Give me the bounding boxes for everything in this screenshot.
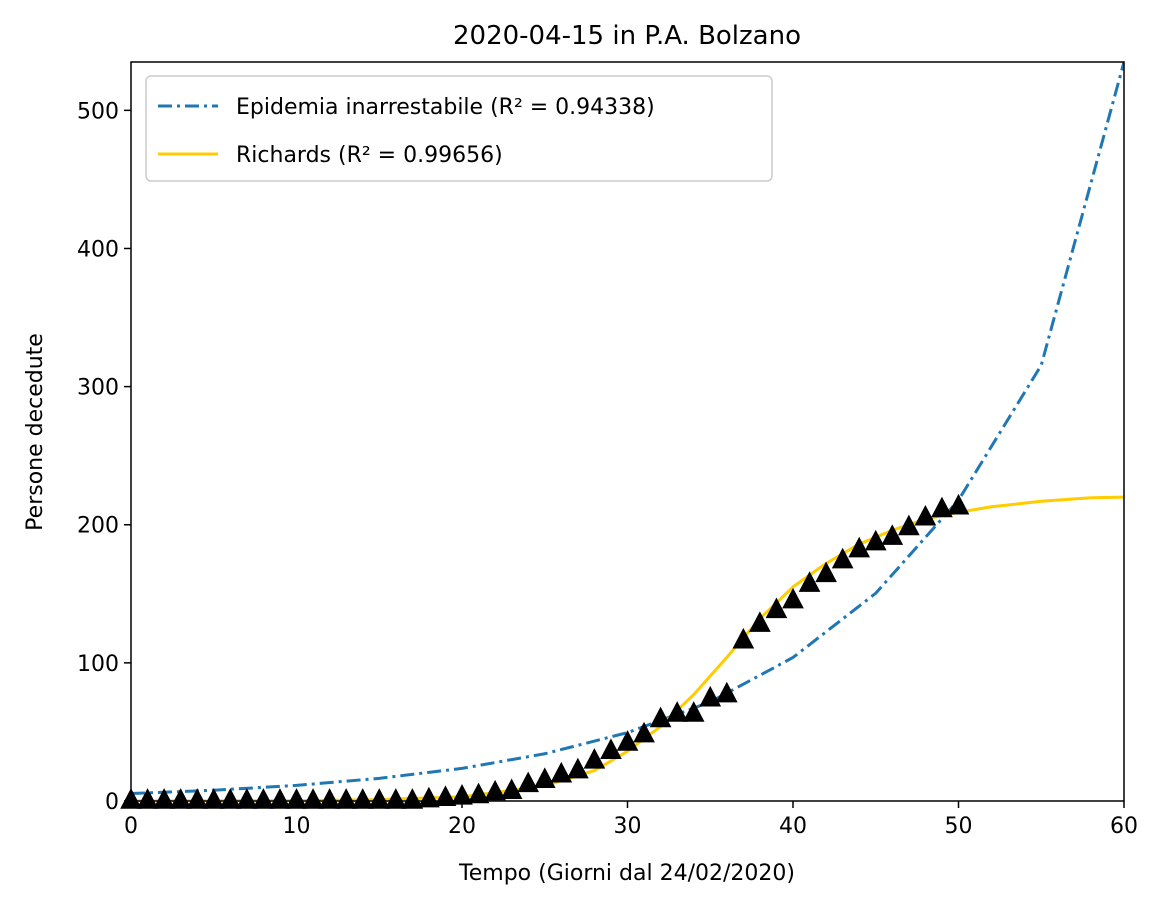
- data-point-triangle: [136, 788, 159, 809]
- data-point-triangle: [881, 524, 904, 545]
- data-point-triangle: [898, 514, 920, 536]
- x-tick-label: 30: [614, 814, 642, 839]
- richards-fit-line: [131, 495, 1124, 801]
- legend-entry-label: Richards (R² = 0.99656): [236, 143, 503, 168]
- data-point-triangle: [782, 587, 804, 609]
- y-tick-label: 500: [77, 99, 119, 124]
- data-point-triangle: [252, 788, 275, 809]
- data-point-triangle: [533, 767, 556, 789]
- data-point-triangle: [236, 788, 258, 809]
- data-point-triangle: [285, 788, 308, 809]
- legend-box: [145, 75, 773, 182]
- data-point-triangle: [798, 571, 821, 592]
- data-point-triangle: [484, 779, 506, 801]
- data-point-triangle: [715, 681, 738, 703]
- data-point-triangle: [666, 701, 688, 722]
- data-point-triangle: [815, 561, 837, 583]
- data-point-triangle: [947, 493, 970, 515]
- data-point-triangle: [517, 771, 540, 793]
- data-point-triangle: [765, 597, 788, 619]
- data-point-triangle: [302, 788, 324, 809]
- data-point-triangle: [202, 788, 225, 809]
- data-point-triangle: [749, 611, 771, 632]
- y-tick-label: 400: [77, 237, 119, 262]
- data-point-triangle: [269, 788, 291, 809]
- data-point-triangle: [169, 788, 192, 809]
- x-tick-label: 10: [283, 814, 311, 839]
- data-point-triangle: [368, 788, 391, 809]
- data-point-triangle: [682, 701, 705, 722]
- data-point-triangle: [600, 738, 622, 759]
- data-point-triangle: [384, 788, 407, 809]
- data-point-triangle: [583, 748, 606, 769]
- data-point-triangle: [567, 757, 589, 779]
- data-point-triangle: [186, 788, 209, 809]
- data-point-triangle: [219, 788, 242, 809]
- legend: Epidemia inarrestabile (R² = 0.94338) Ric…: [145, 75, 773, 182]
- data-point-triangle: [335, 788, 357, 809]
- data-point-triangle: [500, 778, 523, 800]
- data-point-triangle: [914, 504, 937, 526]
- data-point-triangle: [467, 782, 490, 804]
- x-tick-label: 60: [1110, 814, 1138, 839]
- legend-entry-label: Epidemia inarrestabile (R² = 0.94338): [236, 95, 655, 120]
- y-tick-label: 200: [77, 514, 119, 539]
- marker-series: [120, 493, 970, 809]
- y-tick-label: 100: [77, 652, 119, 677]
- x-tick-label: 20: [448, 814, 476, 839]
- exponential-fit-line: [131, 62, 1124, 796]
- data-point-triangle: [848, 536, 871, 558]
- x-tick-label: 0: [124, 814, 138, 839]
- data-point-triangle: [699, 685, 722, 707]
- data-point-triangle: [864, 529, 887, 551]
- data-point-triangle: [931, 496, 953, 518]
- data-point-triangle: [831, 547, 854, 569]
- chart-title: 2020-04-15 in P.A. Bolzano: [453, 21, 801, 51]
- x-axis-title: Tempo (Giorni dal 24/02/2020): [458, 861, 795, 886]
- data-point-triangle: [550, 761, 573, 783]
- y-axis-title: Persone decedute: [23, 333, 48, 531]
- x-tick-label: 40: [779, 814, 807, 839]
- y-tick-label: 300: [77, 376, 119, 401]
- data-point-triangle: [732, 627, 755, 649]
- data-point-triangle: [418, 786, 440, 808]
- data-point-triangle: [401, 788, 424, 809]
- data-point-triangle: [318, 788, 341, 809]
- data-point-triangle: [633, 721, 655, 743]
- data-point-triangle: [649, 706, 672, 728]
- y-tick-label: 0: [105, 790, 119, 815]
- data-point-triangle: [616, 730, 639, 751]
- x-tick-label: 50: [945, 814, 973, 839]
- data-point-triangle: [351, 788, 374, 809]
- data-point-triangle: [153, 788, 175, 809]
